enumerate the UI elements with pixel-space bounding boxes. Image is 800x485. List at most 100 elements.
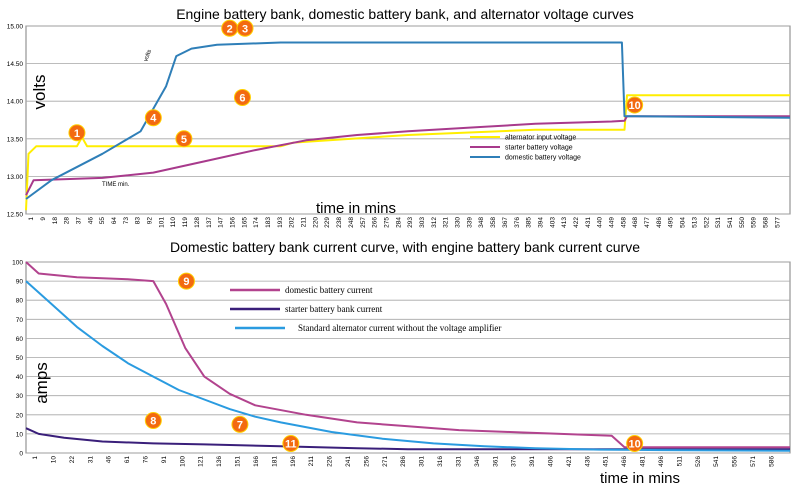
marker-label: 5 <box>181 134 187 146</box>
bottom-series-line-domestic-current <box>25 261 790 449</box>
marker-circle <box>231 415 249 433</box>
bottom-x-tick-label: 100 <box>179 456 186 467</box>
top-x-tick-label: 37 <box>76 217 83 225</box>
marker-circle <box>68 124 86 142</box>
top-x-tick-label: 568 <box>763 217 770 228</box>
top-x-tick-label: 193 <box>277 217 284 228</box>
top-y-tick-label: 14.50 <box>7 61 24 68</box>
marker-circle <box>144 109 162 127</box>
top-x-tick-label: 92 <box>147 217 154 225</box>
top-x-tick-label: 486 <box>656 217 663 228</box>
bottom-y-tick-label: 60 <box>16 336 24 343</box>
bottom-x-tick-label: 271 <box>382 456 389 467</box>
top-x-tick-label: 577 <box>774 217 781 228</box>
bottom-y-tick-label: 20 <box>16 412 24 419</box>
bottom-x-tick-label: 556 <box>732 456 739 467</box>
bottom-y-tick-label: 30 <box>16 393 24 400</box>
top-x-tick-label: 367 <box>502 217 509 228</box>
top-x-tick-label: 394 <box>537 217 544 228</box>
bottom-x-tick-label: 466 <box>621 456 628 467</box>
bottom-x-tick-label: 226 <box>327 456 334 467</box>
top-x-tick-label: 18 <box>52 217 59 225</box>
bottom-x-tick-label: 301 <box>419 456 426 467</box>
bottom-markers: 9 8 7 11 10 <box>144 272 644 452</box>
bottom-series-group <box>25 261 791 452</box>
top-x-tick-label: 504 <box>680 217 687 228</box>
bottom-series-line-standard-current <box>25 280 791 452</box>
top-marker-5: 5 <box>175 130 193 148</box>
bottom-x-tick-label: 421 <box>566 456 573 467</box>
bottom-x-tick-label: 331 <box>456 456 463 467</box>
bottom-x-tick-label: 436 <box>584 456 591 467</box>
bottom-x-tick-label: 541 <box>713 456 720 467</box>
top-x-axis-label: time in mins <box>316 200 396 217</box>
top-x-tick-label: 293 <box>407 217 414 228</box>
top-x-tick-label: 330 <box>455 217 462 228</box>
bottom-x-tick-label: 481 <box>640 456 647 467</box>
marker-label: 6 <box>239 92 245 104</box>
top-x-tick-label: 449 <box>609 217 616 228</box>
top-marker-2: 2 <box>221 19 239 37</box>
bottom-x-tick-label: 10 <box>51 456 58 464</box>
top-marker-3: 3 <box>236 19 254 37</box>
bottom-marker-8: 8 <box>144 412 162 430</box>
top-x-tick-label: 83 <box>135 217 142 225</box>
legend-label-domestic-voltage: domestic battery voltage <box>505 155 581 162</box>
top-x-tick-label: 522 <box>703 217 710 228</box>
bottom-y-tick-label: 70 <box>16 317 24 324</box>
top-y-tick-label: 13.00 <box>7 174 24 181</box>
top-series-line-domestic-voltage <box>25 41 791 200</box>
top-marker-10: 10 <box>626 96 644 114</box>
bottom-x-tick-label: 166 <box>253 456 260 467</box>
bottom-x-tick-label: 451 <box>603 456 610 467</box>
marker-label: 10 <box>629 438 641 450</box>
bottom-x-tick-label: 316 <box>437 456 444 467</box>
bottom-x-tick-label: 121 <box>198 456 205 467</box>
bottom-legend: domestic battery current starter battery… <box>230 285 501 333</box>
marker-label: 2 <box>227 23 233 35</box>
top-x-tick-label: 468 <box>632 217 639 228</box>
bottom-marker-10: 10 <box>626 434 644 452</box>
top-y-tick-label: 13.50 <box>7 136 24 143</box>
bottom-x-tick-label: 136 <box>216 456 223 467</box>
top-x-tick-label: 431 <box>585 217 592 228</box>
top-x-tick-label: 266 <box>372 217 379 228</box>
marker-circle <box>233 88 251 106</box>
bottom-x-tick-label: 1 <box>32 456 39 460</box>
top-x-tick-label: 541 <box>727 217 734 228</box>
marker-label: 1 <box>74 128 80 140</box>
bottom-x-tick-label: 511 <box>676 456 683 467</box>
top-x-tick-label: 550 <box>739 217 746 228</box>
top-x-tick-label: 413 <box>561 217 568 228</box>
bottom-x-tick-label: 151 <box>235 456 242 467</box>
top-x-tick-label: 229 <box>324 217 331 228</box>
bottom-x-tick-label: 586 <box>768 456 775 467</box>
top-y-tick-label: 15.00 <box>7 24 24 31</box>
top-x-tick-label: 220 <box>312 217 319 228</box>
top-x-tick-label: 211 <box>301 217 308 228</box>
bottom-y-axis-label: amps <box>32 362 51 404</box>
marker-circle <box>282 434 300 452</box>
bottom-x-tick-label: 22 <box>69 456 76 464</box>
marker-circle <box>144 412 162 430</box>
top-x-tick-label: 73 <box>123 217 130 225</box>
bottom-x-axis-label: time in mins <box>600 470 680 485</box>
bottom-x-tick-label: 346 <box>474 456 481 467</box>
bottom-x-tick-label: 496 <box>658 456 665 467</box>
top-x-tick-label: 64 <box>111 217 118 225</box>
bottom-x-tick-label: 91 <box>161 456 168 464</box>
top-marker-6: 6 <box>233 88 251 106</box>
top-x-tick-label: 28 <box>64 217 71 225</box>
marker-label: 11 <box>285 438 297 450</box>
top-x-tick-label: 165 <box>241 217 248 228</box>
top-x-tick-label: 312 <box>431 217 438 228</box>
top-x-tick-label: 376 <box>514 217 521 228</box>
top-small-volts-annotation: volts <box>143 49 153 63</box>
bottom-y-tick-label: 50 <box>16 355 24 362</box>
top-x-tick-label: 559 <box>751 217 758 228</box>
top-x-tick-label: 348 <box>478 217 485 228</box>
marker-label: 4 <box>150 113 157 125</box>
